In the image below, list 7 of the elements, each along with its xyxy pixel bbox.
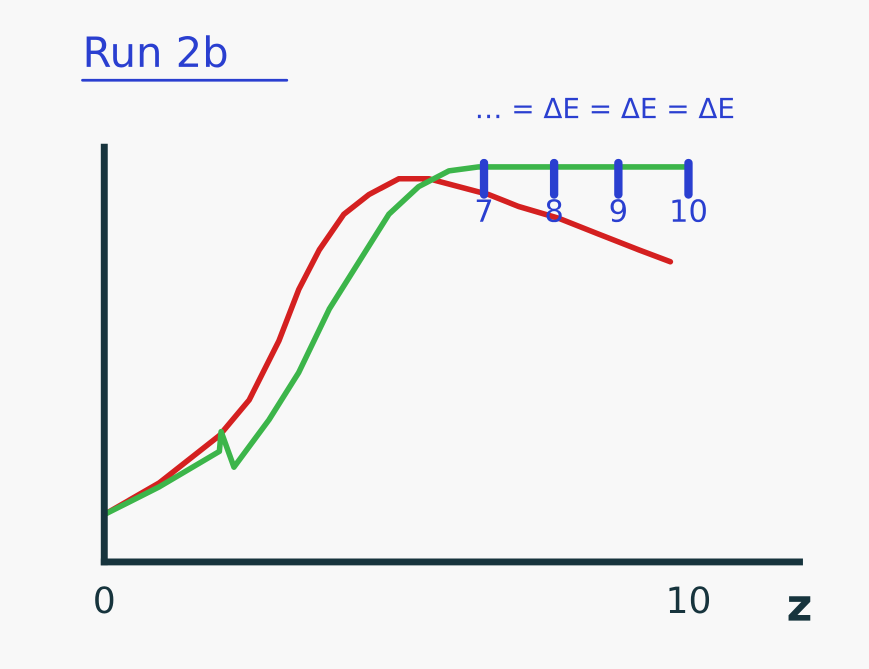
text: … = ΔE = ΔE = ΔE	[478, 98, 734, 118]
annotation: 10	[672, 199, 706, 222]
x-tick-label: 0	[95, 586, 114, 614]
annotation: 7	[476, 199, 492, 222]
x-axis-title: z	[788, 596, 810, 621]
chart-title: Run 2b	[86, 35, 226, 68]
annotation: 9	[610, 199, 626, 222]
